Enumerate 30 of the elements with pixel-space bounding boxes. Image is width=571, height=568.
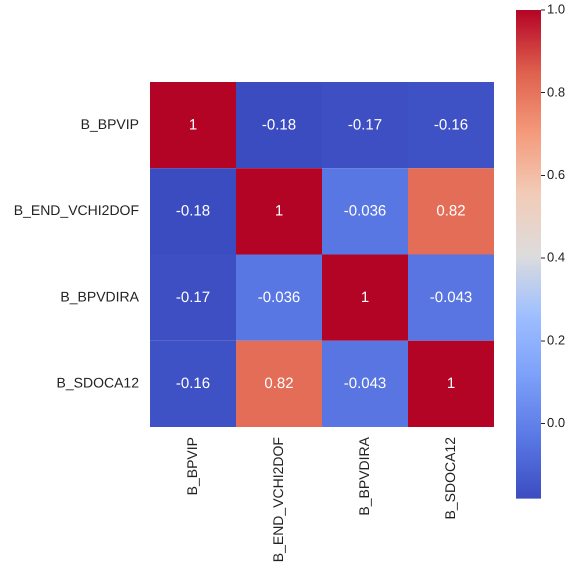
data-label: 1 (188, 116, 198, 134)
color-bar-label: 0.2 (547, 332, 566, 348)
data-label: -0.18 (176, 202, 210, 220)
data-label: 1 (274, 202, 284, 220)
data-label: 0.82 (436, 202, 466, 220)
data-label: -0.043 (430, 288, 472, 306)
data-label: -0.043 (344, 375, 386, 392)
data-label: -0.036 (258, 288, 300, 306)
data-label: -0.18 (262, 116, 296, 134)
y-tick-label: B_BPVDIRA (60, 288, 140, 304)
color-bar-label: 1.0 (547, 2, 566, 17)
y-tick-label: B_SDOCA12 (56, 374, 140, 391)
x-tick-label: B_END_VCHI2DOF (270, 437, 286, 562)
y-tick-label: B_BPVIP (80, 116, 139, 132)
data-label: -0.17 (176, 288, 210, 306)
data-label: -0.16 (434, 116, 468, 134)
x-tick-label: B_BPVIP (184, 437, 200, 496)
x-tick-label: B_BPVDIRA (356, 436, 372, 516)
data-label: -0.16 (176, 375, 210, 392)
color-bar-label: 0.6 (547, 167, 566, 182)
color-bar-label: 0.8 (547, 84, 566, 100)
color-bar-label: 0.4 (547, 250, 566, 265)
data-label: -0.17 (348, 116, 382, 134)
data-label: 0.82 (264, 375, 294, 392)
data-label: -0.036 (344, 202, 386, 220)
y-tick-label: B_END_VCHI2DOF (14, 202, 139, 218)
x-tick-label: B_SDOCA12 (442, 436, 458, 520)
data-label: 1 (360, 288, 370, 306)
color-bar-label: 0.0 (547, 415, 566, 430)
data-label: 1 (446, 375, 456, 392)
